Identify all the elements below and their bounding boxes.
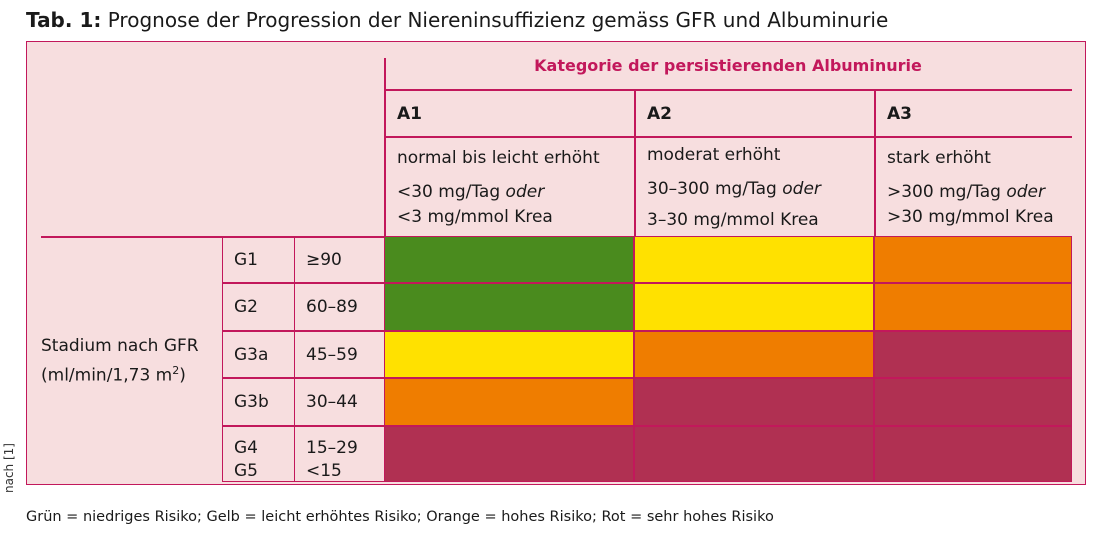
gfr-cell: 30–44: [294, 378, 384, 426]
stage-code-2: G5: [234, 461, 258, 481]
table-title-text: Prognose der Progression der Niereninsuf…: [107, 8, 889, 32]
stage-cell: G4 G5: [222, 426, 294, 482]
header-rule-2: [384, 136, 1072, 138]
gfr-cell: ≥90: [294, 236, 384, 283]
category-title: Kategorie der persistierenden Albuminuri…: [534, 56, 922, 75]
stage-code: G3a: [234, 345, 269, 365]
header-divider-a2-a3: [874, 89, 876, 236]
risk-cell-red: [874, 426, 1072, 482]
risk-cell-red: [874, 331, 1072, 378]
risk-legend: Grün = niedriges Risiko; Gelb = leicht e…: [26, 509, 774, 525]
gfr-range: 45–59: [306, 345, 358, 365]
stage-cell: G3b: [222, 378, 294, 426]
risk-cell-orange: [874, 236, 1072, 283]
risk-cell-orange: [384, 378, 634, 426]
col-a3-range1: >300 mg/Tag oder: [887, 182, 1045, 202]
col-a3-code: A3: [887, 104, 912, 124]
table-number: Tab. 1:: [26, 8, 102, 32]
risk-cell-orange: [634, 331, 874, 378]
gfr-range: 15–29: [306, 438, 358, 458]
stage-cell: G2: [222, 283, 294, 331]
header-divider-left: [384, 58, 386, 236]
col-a2-desc: moderat erhöht: [647, 145, 781, 165]
risk-table: Kategorie der persistierenden Albuminuri…: [26, 41, 1086, 485]
stage-label-line2: (ml/min/1,73 m2): [41, 364, 186, 386]
col-a1-code: A1: [397, 104, 422, 124]
risk-cell-green: [384, 236, 634, 283]
risk-cell-red: [634, 378, 874, 426]
risk-cell-red: [874, 378, 1072, 426]
risk-cell-green: [384, 283, 634, 331]
col-a2-range1: 30–300 mg/Tag oder: [647, 179, 821, 199]
stage-cell: G1: [222, 236, 294, 283]
header-divider-a1-a2: [634, 89, 636, 236]
gfr-cell: 15–29 <15: [294, 426, 384, 482]
col-a3-desc: stark erhöht: [887, 148, 991, 168]
header-rule-1: [384, 89, 1072, 91]
stage-code: G3b: [234, 392, 269, 412]
source-note: nach [1]: [2, 443, 16, 493]
gfr-range: 30–44: [306, 392, 358, 412]
col-a1-range2: <3 mg/mmol Krea: [397, 207, 553, 227]
stage-cell: G3a: [222, 331, 294, 378]
gfr-range: 60–89: [306, 297, 358, 317]
table-title: Tab. 1: Prognose der Progression der Nie…: [26, 7, 888, 33]
stage-code: G4: [234, 438, 258, 458]
stage-label-line1: Stadium nach GFR: [41, 336, 199, 356]
risk-cell-yellow: [634, 283, 874, 331]
risk-cell-orange: [874, 283, 1072, 331]
col-a2-code: A2: [647, 104, 672, 124]
stage-code: G2: [234, 297, 258, 317]
risk-cell-yellow: [634, 236, 874, 283]
stage-code: G1: [234, 250, 258, 270]
col-a1-desc: normal bis leicht erhöht: [397, 148, 600, 168]
risk-cell-red: [634, 426, 874, 482]
gfr-range-2: <15: [306, 461, 342, 481]
col-a3-range2: >30 mg/mmol Krea: [887, 207, 1054, 227]
gfr-cell: 45–59: [294, 331, 384, 378]
risk-cell-red: [384, 426, 634, 482]
risk-cell-yellow: [384, 331, 634, 378]
col-a1-range1: <30 mg/Tag oder: [397, 182, 545, 202]
col-a2-range2: 3–30 mg/mmol Krea: [647, 210, 819, 230]
gfr-cell: 60–89: [294, 283, 384, 331]
gfr-range: ≥90: [306, 250, 342, 270]
